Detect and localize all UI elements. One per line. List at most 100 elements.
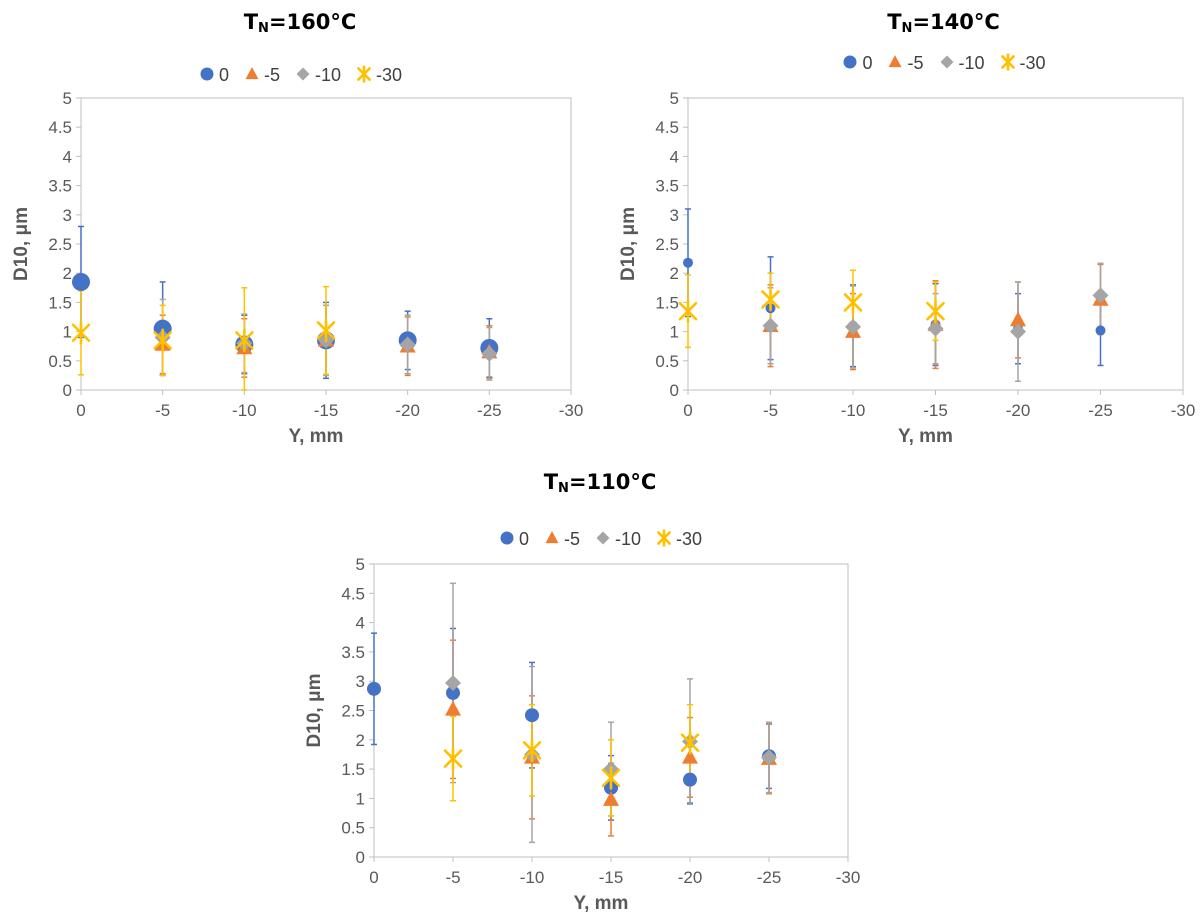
legend-marker xyxy=(357,65,371,83)
legend-symbol xyxy=(843,55,857,69)
y-axis-label: D10, μm xyxy=(304,674,325,748)
y-tick-label: 2.5 xyxy=(48,235,72,254)
data-point xyxy=(446,685,460,700)
legend-label: -5 xyxy=(263,64,280,85)
data-point xyxy=(601,766,621,790)
y-tick-label: 1.5 xyxy=(655,293,679,312)
x-tick-label: -10 xyxy=(232,401,257,420)
chart-panel-110: TN=110°C 0 -5 -10 -30 0 0.5 1 1.5 2 2.5 3 3.5 4 4.5 5… xyxy=(280,462,920,924)
data-point xyxy=(71,320,91,345)
y-tick-label: 0.5 xyxy=(341,819,365,838)
legend-label: -30 xyxy=(376,64,403,85)
data-point xyxy=(1010,311,1026,327)
chart-legend: 0 -5 -10 -30 xyxy=(686,52,1201,74)
legend-symbol xyxy=(940,55,953,69)
x-tick-label: -25 xyxy=(757,868,782,887)
x-tick-label: -20 xyxy=(1006,401,1031,420)
x-tick-label: -20 xyxy=(395,401,420,420)
legend-symbol xyxy=(500,531,514,545)
data-point xyxy=(522,738,542,763)
data-point xyxy=(445,674,461,691)
legend-item: -5 xyxy=(543,529,580,550)
y-tick-label: 5 xyxy=(63,89,72,108)
y-tick-label: 2.5 xyxy=(655,235,679,254)
legend-item: -5 xyxy=(243,65,280,86)
y-tick-label: 2 xyxy=(356,731,365,750)
chart-title: TN=160°C xyxy=(243,10,357,36)
x-tick-label: -15 xyxy=(599,868,624,887)
y-tick-label: 0.5 xyxy=(655,352,679,371)
x-tick-label: -30 xyxy=(559,401,584,420)
legend-label: 0 xyxy=(218,64,229,85)
data-point xyxy=(926,299,945,323)
data-point xyxy=(680,730,700,755)
data-point xyxy=(399,336,416,353)
y-tick-label: 4 xyxy=(670,147,679,166)
data-point xyxy=(1092,287,1109,304)
y-tick-label: 1 xyxy=(356,789,365,808)
y-tick-label: 5 xyxy=(670,89,679,108)
chart-legend: 0 -5 -10 -30 xyxy=(0,64,600,86)
data-point xyxy=(153,328,172,353)
legend-item: -10 xyxy=(938,53,985,74)
legend-marker xyxy=(596,531,610,545)
data-point xyxy=(927,320,944,337)
x-tick-label: -10 xyxy=(841,401,866,420)
legend-label: -30 xyxy=(676,528,703,549)
data-point xyxy=(367,681,381,696)
legend-item: -10 xyxy=(594,529,641,550)
y-tick-label: 4 xyxy=(63,147,72,166)
y-tick-label: 0 xyxy=(356,848,365,867)
legend-symbol xyxy=(888,54,902,67)
data-point xyxy=(235,328,254,353)
x-tick-label: -20 xyxy=(678,868,703,887)
legend-item: 0 xyxy=(198,65,229,86)
legend-symbol xyxy=(296,67,310,81)
y-tick-label: 1.5 xyxy=(48,293,72,312)
y-tick-label: 2 xyxy=(670,264,679,283)
chart-plot: 0 0.5 1 1.5 2 2.5 3 3.5 4 4.5 5 0 -5 -10 -15 -20 -25 -30 Y… xyxy=(11,89,584,447)
data-point xyxy=(1010,323,1026,340)
x-tick-label: -30 xyxy=(836,868,861,887)
legend-symbol xyxy=(245,66,259,79)
legend-marker xyxy=(940,55,953,69)
y-tick-label: 0 xyxy=(63,381,72,400)
legend-marker xyxy=(1000,53,1015,71)
data-point xyxy=(525,708,539,723)
y-tick-label: 1 xyxy=(63,323,72,342)
legend-label: -10 xyxy=(315,64,342,85)
legend-item: -10 xyxy=(294,65,341,86)
data-point xyxy=(761,287,780,312)
chart-title: TN=140°C xyxy=(887,10,1000,36)
y-tick-label: 5 xyxy=(356,555,365,574)
legend-marker xyxy=(245,66,259,79)
data-point xyxy=(1095,325,1106,336)
y-tick-label: 0 xyxy=(670,381,679,400)
y-tick-label: 0.5 xyxy=(48,352,72,371)
y-tick-label: 4.5 xyxy=(655,118,679,137)
x-axis-label: Y, mm xyxy=(289,426,344,447)
y-tick-label: 3.5 xyxy=(655,177,679,196)
y-tick-label: 2 xyxy=(63,264,72,283)
y-tick-label: 1 xyxy=(670,323,679,342)
data-point xyxy=(72,272,90,291)
x-tick-label: 0 xyxy=(76,401,85,420)
y-tick-label: 4.5 xyxy=(48,118,72,137)
legend-symbol xyxy=(657,529,671,547)
data-point xyxy=(481,345,498,362)
legend-item: -30 xyxy=(655,529,702,550)
data-point xyxy=(678,299,698,323)
chart-plot: 0 0.5 1 1.5 2 2.5 3 3.5 4 4.5 5 0 -5 -10 -15 -20 -25 -30 Y… xyxy=(304,555,861,914)
legend-label: 0 xyxy=(862,52,873,73)
data-point xyxy=(603,791,619,806)
chart-panel-140: TN=140°C 0 -5 -10 -30 0 0.5 1 1.5 2 2.5 3 3.5 4 4.5 5… xyxy=(600,0,1201,462)
data-point xyxy=(762,317,779,334)
data-point xyxy=(843,290,863,315)
legend-marker xyxy=(888,54,902,67)
x-tick-label: -5 xyxy=(763,401,778,420)
legend-marker xyxy=(296,67,310,81)
x-axis-label: Y, mm xyxy=(898,426,953,447)
legend-marker xyxy=(657,529,671,547)
y-tick-label: 2.5 xyxy=(341,702,365,721)
y-axis-label: D10, μm xyxy=(11,207,32,281)
